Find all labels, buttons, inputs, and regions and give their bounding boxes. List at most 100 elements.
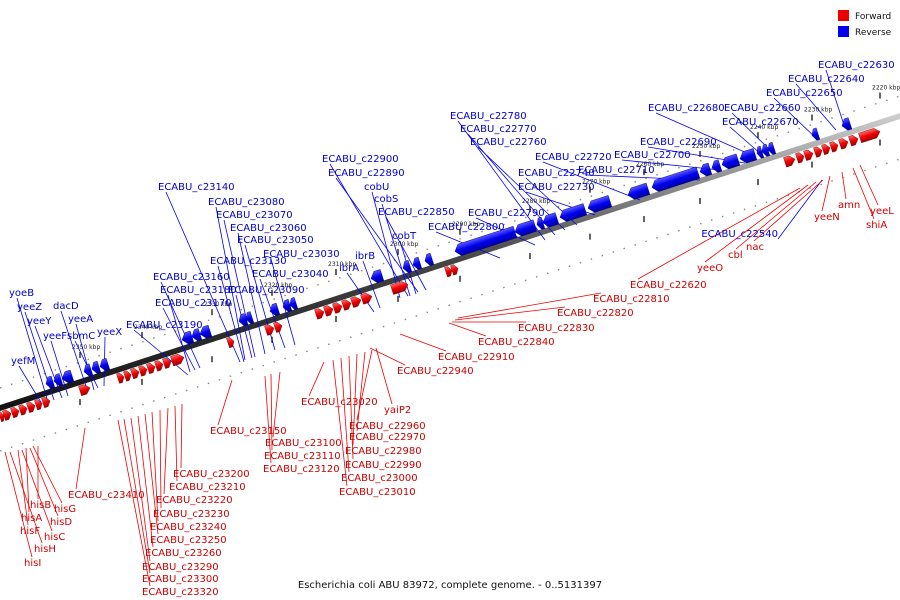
gene-label-ecabu-c23220[interactable]: ECABU_c23220 xyxy=(156,495,233,506)
forward-gene-arrow[interactable] xyxy=(341,298,352,311)
gene-label-yoeb[interactable]: yoeB xyxy=(9,288,34,299)
forward-gene-arrow[interactable] xyxy=(813,146,823,158)
forward-gene-arrow[interactable] xyxy=(858,127,881,144)
reverse-gene-arrow[interactable] xyxy=(60,369,75,385)
gene-label-ecabu-c22910[interactable]: ECABU_c22910 xyxy=(438,352,515,363)
reverse-gene-arrow[interactable] xyxy=(698,162,713,178)
gene-label-ecabu-c22810[interactable]: ECABU_c22810 xyxy=(593,294,670,305)
gene-label-ecabu-c23150[interactable]: ECABU_c23150 xyxy=(210,426,287,437)
gene-label-ecabu-c23090[interactable]: ECABU_c23090 xyxy=(228,285,305,296)
forward-gene-arrow[interactable] xyxy=(41,396,51,409)
gene-label-hisd[interactable]: hisD xyxy=(50,517,72,528)
forward-gene-arrow[interactable] xyxy=(838,137,849,150)
forward-gene-arrow[interactable] xyxy=(273,321,283,333)
gene-label-ecabu-c22970[interactable]: ECABU_c22970 xyxy=(349,432,426,443)
gene-label-ecabu-c23290[interactable]: ECABU_c23290 xyxy=(142,562,219,573)
gene-label-ecabu-c22650[interactable]: ECABU_c22650 xyxy=(766,88,843,99)
gene-label-ecabu-c23140[interactable]: ECABU_c23140 xyxy=(158,182,235,193)
forward-gene-arrow[interactable] xyxy=(390,280,409,295)
gene-label-sbmc[interactable]: sbmC xyxy=(67,331,95,342)
gene-label-ecabu-c23170[interactable]: ECABU_c23170 xyxy=(155,298,232,309)
reverse-gene-arrow[interactable] xyxy=(369,269,385,284)
gene-label-hisg[interactable]: hisG xyxy=(54,504,76,515)
forward-gene-arrow[interactable] xyxy=(444,266,453,278)
gene-label-cbl[interactable]: cbl xyxy=(728,250,743,261)
forward-gene-arrow[interactable] xyxy=(123,370,132,382)
gene-label-ecabu-c22700[interactable]: ECABU_c22700 xyxy=(614,150,691,161)
forward-gene-arrow[interactable] xyxy=(18,404,28,416)
gene-label-ecabu-c22710[interactable]: ECABU_c22710 xyxy=(578,165,655,176)
reverse-gene-arrow[interactable] xyxy=(710,159,723,174)
gene-label-ecabu-c23010[interactable]: ECABU_c23010 xyxy=(339,487,416,498)
reverse-gene-arrow[interactable] xyxy=(268,302,281,317)
gene-label-ecabu-c23070[interactable]: ECABU_c23070 xyxy=(216,210,293,221)
gene-label-hish[interactable]: hisH xyxy=(34,544,56,555)
forward-gene-arrow[interactable] xyxy=(130,367,140,380)
gene-label-ecabu-c23040[interactable]: ECABU_c23040 xyxy=(252,269,329,280)
gene-label-ecabu-c22640[interactable]: ECABU_c22640 xyxy=(788,74,865,85)
forward-gene-arrow[interactable] xyxy=(450,264,459,276)
gene-label-ecabu-c22660[interactable]: ECABU_c22660 xyxy=(724,103,801,114)
gene-label-ecabu-c23060[interactable]: ECABU_c23060 xyxy=(230,223,307,234)
gene-label-ecabu-c22900[interactable]: ECABU_c22900 xyxy=(322,154,399,165)
reverse-gene-arrow[interactable] xyxy=(423,252,435,267)
reverse-gene-arrow[interactable] xyxy=(541,212,560,229)
reverse-gene-arrow[interactable] xyxy=(288,297,299,310)
gene-label-ecabu-c22830[interactable]: ECABU_c22830 xyxy=(518,323,595,334)
forward-gene-arrow[interactable] xyxy=(332,301,343,314)
gene-label-ibrb[interactable]: ibrB xyxy=(355,251,375,262)
forward-gene-arrow[interactable] xyxy=(34,399,43,411)
reverse-gene-arrow[interactable] xyxy=(52,373,64,387)
reverse-gene-arrow[interactable] xyxy=(44,375,56,390)
gene-label-ecabu-c23030[interactable]: ECABU_c23030 xyxy=(263,249,340,260)
gene-label-ecabu-c22760[interactable]: ECABU_c22760 xyxy=(470,137,547,148)
gene-label-hisi[interactable]: hisI xyxy=(24,558,41,569)
gene-label-ecabu-c23410[interactable]: ECABU_c23410 xyxy=(68,490,145,501)
forward-gene-arrow[interactable] xyxy=(803,149,814,161)
gene-label-ecabu-c22960[interactable]: ECABU_c22960 xyxy=(349,421,426,432)
gene-label-ecabu-c23100[interactable]: ECABU_c23100 xyxy=(265,438,342,449)
forward-gene-arrow[interactable] xyxy=(146,362,156,375)
reverse-gene-arrow[interactable] xyxy=(626,182,651,201)
gene-label-ecabu-c23200[interactable]: ECABU_c23200 xyxy=(173,469,250,480)
forward-gene-arrow[interactable] xyxy=(264,323,275,336)
gene-label-cobu[interactable]: cobU xyxy=(364,182,389,193)
gene-label-yeey[interactable]: yeeY xyxy=(27,316,52,327)
gene-label-ecabu-c22540[interactable]: ECABU_c22540 xyxy=(701,229,778,240)
gene-label-ecabu-c23180[interactable]: ECABU_c23180 xyxy=(160,285,237,296)
reverse-gene-arrow[interactable] xyxy=(244,311,255,325)
forward-gene-arrow[interactable] xyxy=(162,357,172,369)
gene-label-ecabu-c22770[interactable]: ECABU_c22770 xyxy=(460,124,537,135)
gene-label-ecabu-c22740[interactable]: ECABU_c22740 xyxy=(518,168,595,179)
gene-label-ecabu-c23020[interactable]: ECABU_c23020 xyxy=(301,397,378,408)
gene-label-ecabu-c23190[interactable]: ECABU_c23190 xyxy=(126,320,203,331)
reverse-gene-arrow[interactable] xyxy=(513,219,538,238)
reverse-gene-arrow[interactable] xyxy=(535,216,546,230)
gene-label-yeef[interactable]: yeeF xyxy=(43,331,67,342)
gene-label-ecabu-c22820[interactable]: ECABU_c22820 xyxy=(557,308,634,319)
forward-gene-arrow[interactable] xyxy=(829,140,839,153)
reverse-gene-arrow[interactable] xyxy=(586,195,613,214)
gene-label-ecabu-c23250[interactable]: ECABU_c23250 xyxy=(150,535,227,546)
reverse-gene-arrow[interactable] xyxy=(198,324,213,340)
forward-gene-arrow[interactable] xyxy=(350,295,362,308)
gene-label-ecabu-c23130[interactable]: ECABU_c23130 xyxy=(210,256,287,267)
forward-gene-arrow[interactable] xyxy=(783,154,796,168)
gene-label-hisf[interactable]: hisF xyxy=(20,526,40,537)
forward-gene-arrow[interactable] xyxy=(226,336,235,349)
gene-label-ecabu-c22990[interactable]: ECABU_c22990 xyxy=(345,460,422,471)
forward-gene-arrow[interactable] xyxy=(170,353,185,367)
forward-gene-arrow[interactable] xyxy=(2,409,12,421)
gene-label-amn[interactable]: amn xyxy=(838,200,860,211)
forward-gene-arrow[interactable] xyxy=(10,406,20,419)
reverse-gene-arrow[interactable] xyxy=(810,127,821,141)
reverse-gene-arrow[interactable] xyxy=(558,203,588,224)
gene-label-yaip2[interactable]: yaiP2 xyxy=(384,405,411,416)
gene-label-ecabu-c23240[interactable]: ECABU_c23240 xyxy=(150,522,227,533)
gene-label-ecabu-c23110[interactable]: ECABU_c23110 xyxy=(264,451,341,462)
gene-label-ecabu-c22730[interactable]: ECABU_c22730 xyxy=(518,182,595,193)
forward-gene-arrow[interactable] xyxy=(78,383,91,397)
forward-gene-arrow[interactable] xyxy=(360,292,373,305)
gene-label-ecabu-c23320[interactable]: ECABU_c23320 xyxy=(142,587,219,598)
gene-label-hisa[interactable]: hisA xyxy=(21,513,42,524)
